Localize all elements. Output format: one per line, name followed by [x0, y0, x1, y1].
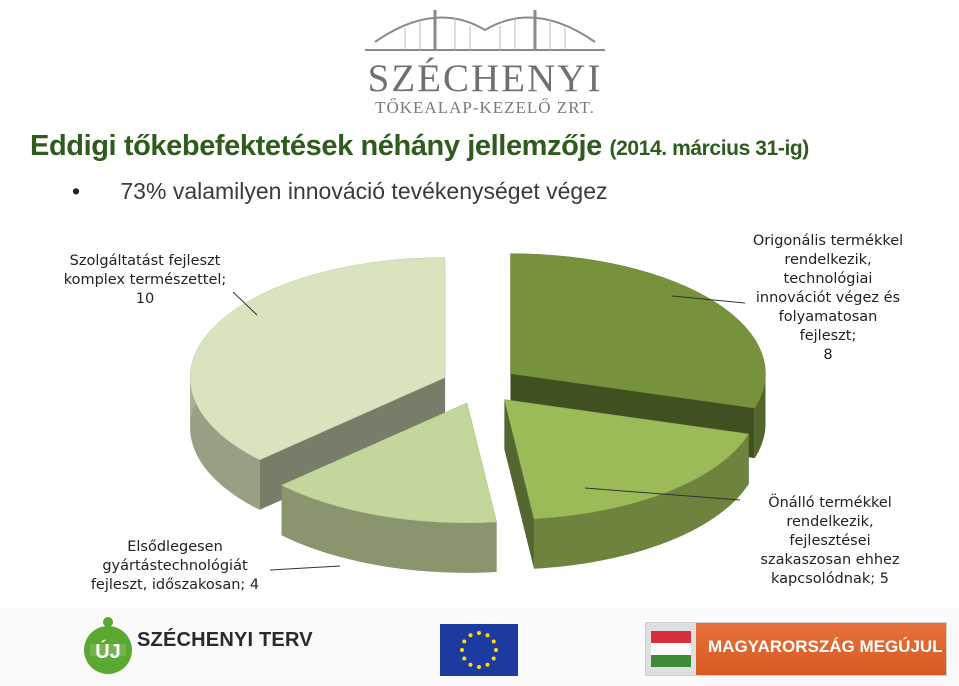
eu-flag [440, 624, 518, 676]
slice-label-line: innovációt végez és [755, 290, 901, 306]
eu-star [491, 656, 496, 661]
slice-label-line: rendelkezik, [784, 252, 872, 268]
eu-star [494, 648, 498, 652]
pie-slice [504, 399, 750, 569]
eu-star [468, 633, 473, 638]
leader-line [232, 291, 258, 316]
slice-label-production-technology: Elsődlegesen gyártástechnológiát fejleszt,… [75, 538, 275, 595]
eu-star [485, 633, 490, 638]
eu-star [491, 639, 496, 644]
pie-slice-wall [754, 373, 766, 459]
szechenyi-terv-icon: ÚJ [84, 617, 132, 674]
slice-label-line: komplex természettel; [63, 272, 227, 288]
eu-stars-icon [460, 631, 498, 669]
eu-star [477, 665, 481, 669]
pie-slice-top [510, 253, 766, 409]
bullet-point: • 73% valamilyen innováció tevékenységet… [72, 178, 608, 205]
slice-label-line: Elsődlegesen [127, 539, 223, 555]
slice-label-line: Szolgáltatást fejleszt [69, 253, 221, 269]
pie-slice-top [504, 399, 750, 520]
slice-label-line: fejlesztései [789, 533, 871, 549]
slice-label-original-products: Origonális termékkel rendelkezik, technoló… [748, 232, 908, 365]
title-date: (2014. március 31-ig) [609, 137, 810, 160]
bullet-text: 73% valamilyen innováció tevékenységet v… [120, 178, 608, 204]
slice-label-line: kapcsolódnak; 5 [771, 571, 889, 587]
slice-label-line: rendelkezik, [786, 514, 874, 530]
slice-label-line: Önálló termékkel [768, 495, 892, 511]
magyarorszag-banner: MAGYARORSZÁG MEGÚJUL [696, 623, 946, 675]
leader-line [671, 295, 746, 304]
pie-slice [280, 402, 497, 573]
szechenyi-terv-badge: ÚJ [95, 639, 121, 663]
eu-star [477, 631, 481, 635]
pie-slice-wall [534, 433, 749, 569]
title-text: Eddigi tőkebefektetések néhány jellemzőj… [30, 130, 602, 162]
szechenyi-terv-text: SZÉCHENYI TERV [137, 629, 313, 651]
slice-label-own-products: Önálló termékkel rendelkezik, fejlesztései… [735, 494, 925, 589]
eu-star [485, 662, 490, 667]
eu-star [460, 648, 464, 652]
bullet-marker: • [72, 178, 81, 204]
slice-label-line: 8 [823, 347, 833, 363]
slice-label-line: Origonális termékkel [752, 233, 904, 249]
pie-slice-top [280, 402, 497, 524]
bridge-icon [365, 10, 605, 51]
leader-line [584, 487, 741, 501]
slice-label-services: Szolgáltatást fejleszt komplex természett… [55, 252, 235, 309]
slice-label-line: folyamatosan fejleszt; [778, 309, 878, 344]
hungarian-flag-icon [651, 631, 691, 667]
slice-label-line: technológiai [783, 271, 873, 287]
pie-slice-side [504, 399, 535, 569]
eu-star [468, 662, 473, 667]
logo-subtitle: TŐKEALAP-KEZELŐ ZRT. [375, 98, 595, 117]
slice-label-line: 10 [135, 291, 155, 307]
eu-star [462, 656, 467, 661]
eu-star [462, 639, 467, 644]
leader-line [269, 565, 341, 571]
slice-label-line: fejleszt, időszakosan; 4 [90, 577, 260, 593]
szechenyi-logo: SZÉCHENYI TŐKEALAP-KEZELŐ ZRT. [365, 0, 605, 122]
slice-label-line: szakaszosan ehhez [760, 552, 900, 568]
logo-name: SZÉCHENYI [367, 57, 603, 100]
magyarorszag-text: MAGYARORSZÁG MEGÚJUL [708, 637, 943, 656]
pie-slice-wall [190, 377, 260, 510]
pie-slice-top [189, 257, 446, 461]
magyarorszag-megujul-logo: MAGYARORSZÁG MEGÚJUL [645, 622, 947, 676]
pie-slice-wall [281, 485, 497, 573]
footer: ÚJ SZÉCHENYI TERV MAGYARORSZÁG MEGÚJUL [0, 608, 959, 686]
page-title: Eddigi tőkebefektetések néhány jellemzőj… [30, 130, 809, 163]
slice-label-line: gyártástechnológiát [102, 558, 248, 574]
